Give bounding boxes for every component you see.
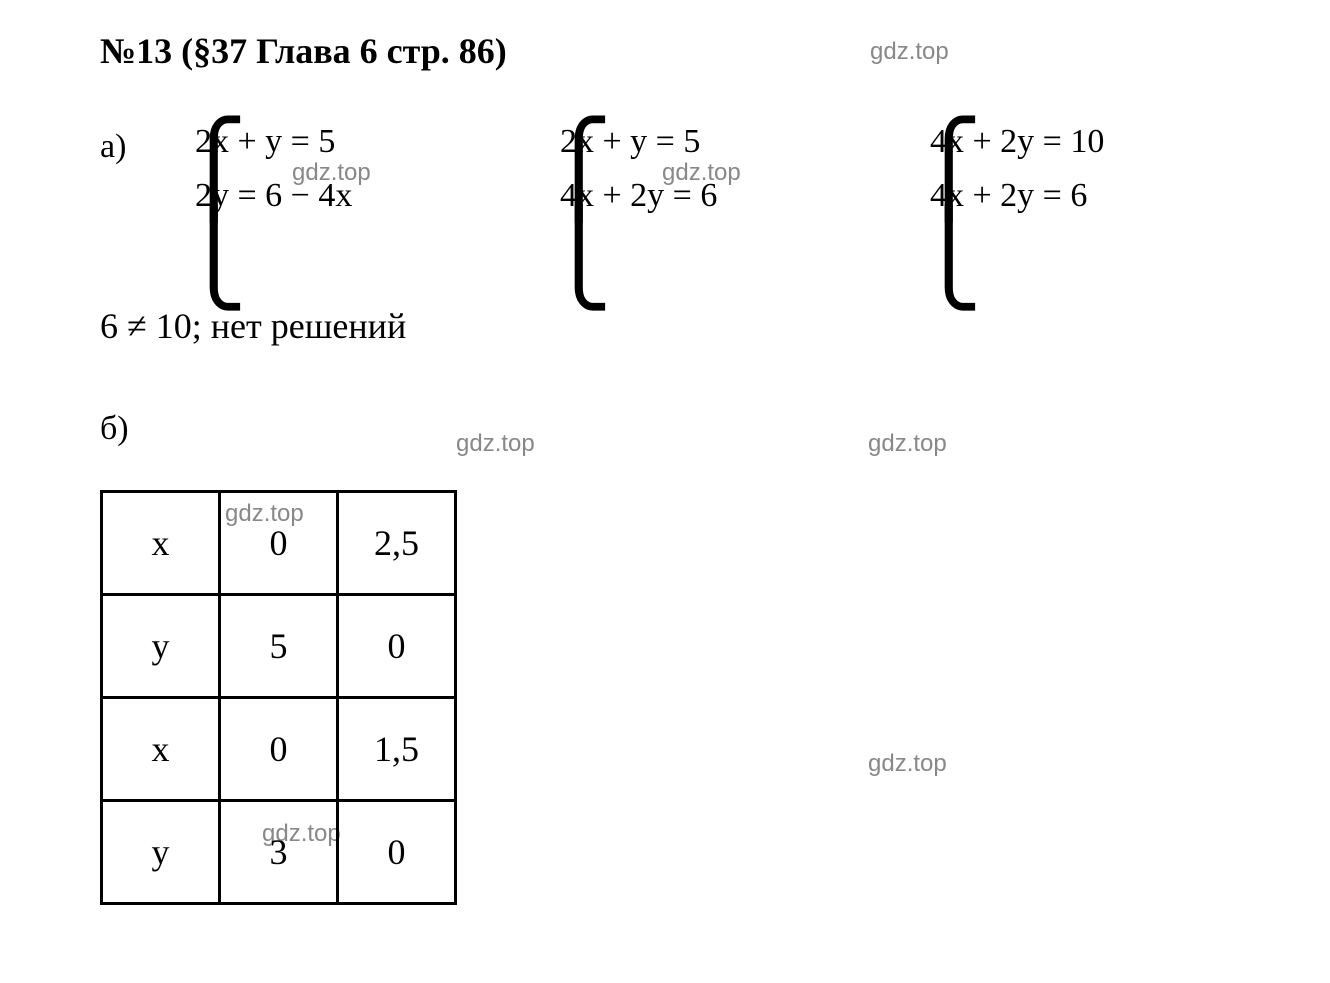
table-row: x 0 1,5 [102,698,456,801]
table-cell: 0 [220,698,338,801]
left-brace-icon: ⎧⎩ [915,125,983,305]
watermark: gdz.top [868,750,947,778]
equation-system: ⎧⎩ 2x + y = 5 4x + 2y = 6 [560,115,717,224]
table-cell: 2,5 [338,492,456,595]
table-cell: 0 [338,595,456,698]
table-row: y 3 0 [102,801,456,904]
table-row: y 5 0 [102,595,456,698]
value-table: x 0 2,5 y 5 0 x 0 1,5 y 3 0 [100,490,457,905]
table-cell: x [102,698,220,801]
watermark: gdz.top [870,38,949,66]
watermark: gdz.top [456,430,535,458]
table-cell: y [102,801,220,904]
table-cell: 0 [338,801,456,904]
left-brace-icon: ⎧⎩ [545,125,613,305]
table-cell: y [102,595,220,698]
part-b-label: б) [100,410,129,448]
result-text: 6 ≠ 10; нет решений [100,305,406,347]
table-cell: 1,5 [338,698,456,801]
table-cell: 0 [220,492,338,595]
page-title: №13 (§37 Глава 6 стр. 86) [100,30,507,72]
table-cell: x [102,492,220,595]
part-a-label: а) [100,128,126,166]
equation-system: ⎧⎩ 4x + 2y = 10 4x + 2y = 6 [930,115,1104,224]
table-cell: 3 [220,801,338,904]
table-cell: 5 [220,595,338,698]
equation-system: ⎧⎩ 2x + y = 5 2y = 6 − 4x [195,115,352,224]
watermark: gdz.top [868,430,947,458]
table-row: x 0 2,5 [102,492,456,595]
left-brace-icon: ⎧⎩ [180,125,248,305]
